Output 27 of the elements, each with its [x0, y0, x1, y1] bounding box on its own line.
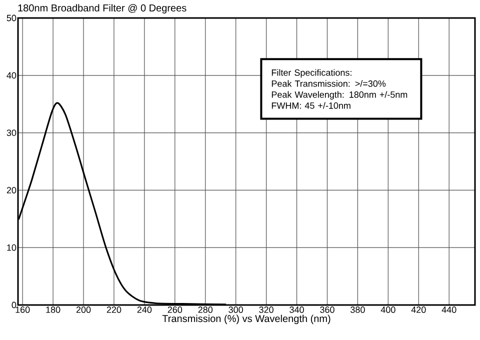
- x-tick-label: 340: [290, 306, 304, 313]
- x-tick-label: 260: [168, 306, 182, 313]
- x-axis-title: Transmission (%) vs Wavelength (nm): [162, 314, 330, 324]
- x-tick-label: 320: [259, 306, 274, 313]
- x-tick-label: 440: [442, 306, 456, 313]
- x-tick-label: 380: [350, 306, 365, 313]
- annotation: Peak Transmission: >/=30%: [272, 80, 386, 87]
- x-tick-label: 200: [76, 306, 91, 313]
- y-tick-label: 30: [6, 130, 16, 136]
- x-tick-label: 280: [198, 306, 213, 313]
- x-tick-label: 180: [46, 306, 60, 313]
- x-tick-label: 360: [320, 306, 334, 313]
- y-tick-label: 10: [7, 244, 16, 251]
- annotation: Filter Specifications:: [272, 69, 352, 78]
- x-tick-label: 160: [16, 306, 30, 313]
- x-tick-label: 420: [411, 306, 426, 313]
- y-tick-label: 0: [12, 302, 16, 308]
- chart-title: 180nm Broadband Filter @ 0 Degrees: [18, 4, 186, 14]
- y-tick-label: 50: [6, 14, 16, 22]
- annotation: Peak Wavelength: 180nm +/-5nm: [272, 91, 408, 100]
- x-tick-label: 300: [228, 306, 243, 313]
- y-tick-label: 40: [6, 72, 16, 79]
- y-tick-label: 20: [6, 187, 16, 194]
- annotation: FWHM: 45 +/-10nm: [272, 102, 350, 109]
- x-tick-label: 220: [106, 306, 122, 313]
- x-tick-label: 240: [137, 306, 152, 313]
- x-tick-label: 400: [380, 306, 396, 313]
